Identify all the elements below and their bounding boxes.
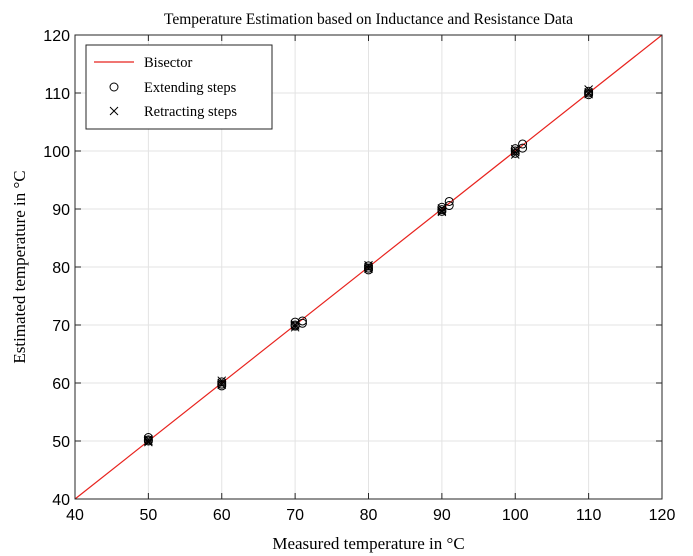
retracting-step-point [144,437,153,447]
extending-step-point [584,90,594,100]
extending-step-point [518,139,528,149]
extending-step-point [217,381,227,391]
retracting-step-point [364,262,373,272]
extending-step-point [217,377,227,387]
x-tick-label: 80 [360,507,378,524]
legend-label-bisector: Bisector [144,55,192,71]
retracting-step-point [290,322,300,332]
y-tick-label: 40 [52,492,70,509]
x-tick-label: 110 [576,507,602,524]
series-layer [74,34,663,500]
retracting-step-point [217,380,227,390]
retracting-step-point [364,264,373,274]
legend-marker-retracting [109,106,119,116]
retracting-step-point [144,436,153,446]
legend: Bisector Extending steps Retracting step… [85,44,273,130]
legend-marker-extending [109,82,119,92]
y-tick-label: 120 [43,28,70,45]
retracting-step-point [584,88,593,97]
y-tick-label: 70 [52,318,70,335]
tick-labels: 40 50 60 70 80 90 100 110 120 40 50 60 70 80 90 100 110 1… [43,28,675,524]
extending-step-point [297,318,307,328]
extending-step-point [143,436,153,446]
extending-step-point [444,196,454,206]
x-tick-label: 100 [502,507,529,524]
retracting-step-point [364,260,373,270]
grid [74,34,663,500]
extending-step-point [437,206,447,216]
retracting-step-point [510,147,520,157]
retracting-step-point [584,89,593,99]
ticks [74,34,663,500]
legend-label-retracting: Retracting steps [144,104,237,120]
x-tick-label: 120 [649,507,676,524]
x-tick-label: 90 [433,507,451,524]
y-tick-label: 110 [44,86,70,103]
extending-step-point [364,261,373,271]
retracting-step-point [510,150,520,159]
y-tick-label: 100 [43,144,70,161]
y-tick-label: 90 [52,202,70,219]
retracting-step-point [217,378,227,388]
extending-step-point [518,143,528,153]
legend-label-extending: Extending steps [144,80,237,96]
x-axis-label: Measured temperature in °C [272,534,464,553]
y-tick-label: 60 [52,376,70,393]
retracting-step-point [290,321,300,330]
y-axis-label: Estimated temperature in °C [10,170,29,363]
x-tick-label: 50 [139,507,157,524]
retracting-step-point [437,206,447,216]
y-tick-label: 80 [52,260,70,277]
retracting-step-point [217,376,227,386]
y-tick-label: 50 [52,434,70,451]
x-tick-label: 70 [286,507,304,524]
retracting-step-point [144,434,153,444]
retracting-step-point [290,320,300,329]
x-tick-label: 40 [66,507,84,524]
retracting-step-point [437,204,447,213]
chart-title: Temperature Estimation based on Inductan… [164,11,573,28]
x-tick-label: 60 [213,507,231,524]
legend-box [85,44,273,130]
retracting-step-point [437,207,447,217]
